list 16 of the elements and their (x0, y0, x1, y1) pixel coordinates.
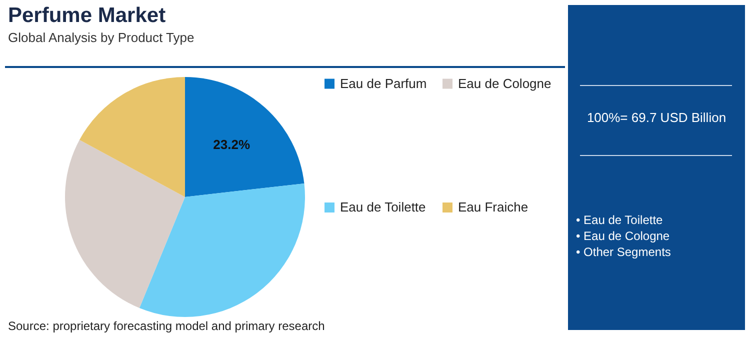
chart-subtitle: Global Analysis by Product Type (8, 30, 194, 45)
chart-title: Perfume Market (8, 4, 166, 28)
pie-slice (79, 77, 185, 197)
text: • Eau de Cologne (576, 228, 671, 244)
legend-label: Eau de Parfum (340, 76, 427, 91)
pie-slice (185, 77, 304, 197)
text: • Other Segments (576, 244, 671, 260)
data-label: 23.2% (213, 136, 250, 152)
text: • Eau de Toilette (576, 212, 664, 228)
legend-label: Eau de Cologne (458, 76, 552, 91)
pie-slice (139, 183, 305, 317)
pie-slice (65, 140, 185, 308)
text: 100%= 69.7 USD Billion (586, 110, 728, 125)
legend-label: Eau Fraiche (458, 200, 528, 214)
source-note: Source: proprietary forecasting model and primary research (8, 319, 325, 333)
legend-label: Eau de Toilette (340, 200, 426, 214)
